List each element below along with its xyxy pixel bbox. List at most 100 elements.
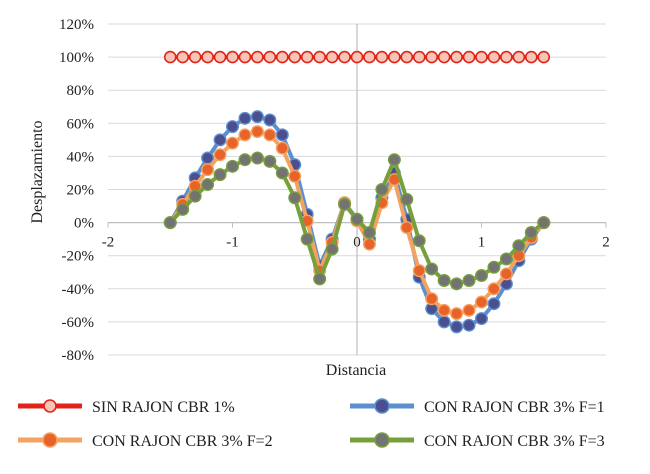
legend-marker bbox=[374, 398, 390, 414]
data-point bbox=[275, 166, 289, 180]
data-point bbox=[225, 120, 239, 134]
data-point bbox=[499, 252, 513, 266]
data-point bbox=[213, 50, 227, 64]
data-point bbox=[213, 168, 227, 182]
data-point bbox=[225, 136, 239, 150]
data-point bbox=[363, 50, 376, 64]
data-point bbox=[288, 50, 302, 64]
data-point bbox=[537, 50, 551, 64]
x-axis-label: Distancia bbox=[326, 362, 386, 379]
y-tick-label: -60% bbox=[62, 315, 95, 331]
data-point bbox=[412, 50, 426, 64]
data-point bbox=[537, 216, 551, 230]
data-point bbox=[388, 50, 401, 64]
data-point bbox=[487, 282, 501, 296]
data-point bbox=[176, 50, 189, 64]
legend-marker bbox=[42, 432, 58, 448]
y-tick-label: 0% bbox=[74, 216, 94, 232]
data-point bbox=[475, 295, 489, 309]
y-tick-label: 100% bbox=[59, 50, 94, 66]
x-tick-label: 1 bbox=[478, 235, 486, 251]
data-point bbox=[313, 50, 326, 64]
data-point bbox=[338, 50, 351, 64]
y-tick-label: 20% bbox=[67, 183, 95, 199]
legend-item-3: CON RAJON CBR 3% F=2 bbox=[18, 432, 273, 450]
data-point bbox=[275, 141, 289, 155]
legend-label: CON RAJON CBR 3% F=3 bbox=[424, 433, 605, 450]
data-point bbox=[250, 125, 264, 139]
data-point bbox=[250, 110, 264, 124]
series-1 bbox=[163, 50, 551, 64]
data-point bbox=[338, 197, 352, 211]
data-point bbox=[263, 128, 277, 142]
data-point bbox=[475, 269, 489, 283]
data-point bbox=[487, 50, 501, 64]
data-point bbox=[263, 50, 277, 64]
legend-item-4: CON RAJON CBR 3% F=3 bbox=[350, 432, 605, 450]
data-point bbox=[201, 163, 215, 177]
data-point bbox=[325, 242, 339, 256]
data-point bbox=[462, 274, 476, 288]
data-point bbox=[512, 50, 526, 64]
y-tick-label: -20% bbox=[62, 249, 95, 265]
axes: -80% -60% -40% -20% 0% 20% 40% 60% 80% 100% 120% -2… bbox=[59, 17, 610, 364]
data-point bbox=[325, 50, 339, 64]
data-point bbox=[400, 50, 414, 64]
data-point bbox=[313, 272, 327, 286]
data-point bbox=[188, 50, 202, 64]
data-point bbox=[163, 216, 177, 230]
data-point bbox=[400, 192, 414, 206]
data-point bbox=[225, 159, 239, 173]
data-point bbox=[263, 154, 277, 168]
x-tick-label: 0 bbox=[353, 235, 361, 251]
data-point bbox=[362, 237, 376, 251]
data-point bbox=[238, 111, 252, 125]
data-point bbox=[201, 178, 215, 192]
y-tick-label: -80% bbox=[62, 348, 95, 364]
legend-label: CON RAJON CBR 3% F=1 bbox=[424, 399, 605, 416]
data-point bbox=[475, 50, 488, 64]
data-point bbox=[263, 113, 277, 127]
data-point bbox=[500, 50, 513, 64]
data-point bbox=[238, 153, 252, 167]
data-point bbox=[201, 50, 214, 64]
y-axis-label: Desplazamiento bbox=[29, 120, 46, 223]
data-point bbox=[412, 234, 426, 248]
data-point bbox=[288, 169, 302, 183]
data-point bbox=[437, 315, 451, 329]
data-point bbox=[375, 50, 389, 64]
data-point bbox=[462, 303, 476, 317]
x-tick-label: -2 bbox=[102, 235, 115, 251]
data-point bbox=[176, 202, 190, 216]
y-tick-label: 120% bbox=[59, 17, 94, 33]
data-point bbox=[450, 277, 464, 291]
data-point bbox=[499, 267, 513, 281]
data-point bbox=[524, 50, 538, 64]
legend-item-2: CON RAJON CBR 3% F=1 bbox=[350, 398, 605, 416]
data-point bbox=[512, 239, 526, 253]
data-point bbox=[400, 221, 414, 235]
data-point bbox=[387, 153, 401, 167]
data-point bbox=[425, 262, 439, 276]
data-point bbox=[437, 274, 451, 288]
data-point bbox=[524, 226, 538, 240]
data-point bbox=[213, 133, 227, 147]
series-4 bbox=[163, 151, 551, 291]
legend: SIN RAJON CBR 1% CON RAJON CBR 3% F=1 CON … bbox=[18, 398, 605, 450]
data-point bbox=[226, 50, 239, 64]
data-point bbox=[275, 128, 289, 142]
data-point bbox=[462, 318, 476, 332]
data-point bbox=[238, 50, 252, 64]
data-point bbox=[450, 50, 463, 64]
series-layer bbox=[163, 50, 551, 334]
y-tick-label: -40% bbox=[62, 282, 95, 298]
data-point bbox=[487, 260, 501, 274]
data-point bbox=[251, 50, 264, 64]
data-point bbox=[238, 128, 252, 142]
data-point bbox=[188, 189, 202, 203]
data-point bbox=[300, 50, 314, 64]
data-point bbox=[450, 307, 464, 321]
y-tick-label: 60% bbox=[67, 116, 95, 132]
